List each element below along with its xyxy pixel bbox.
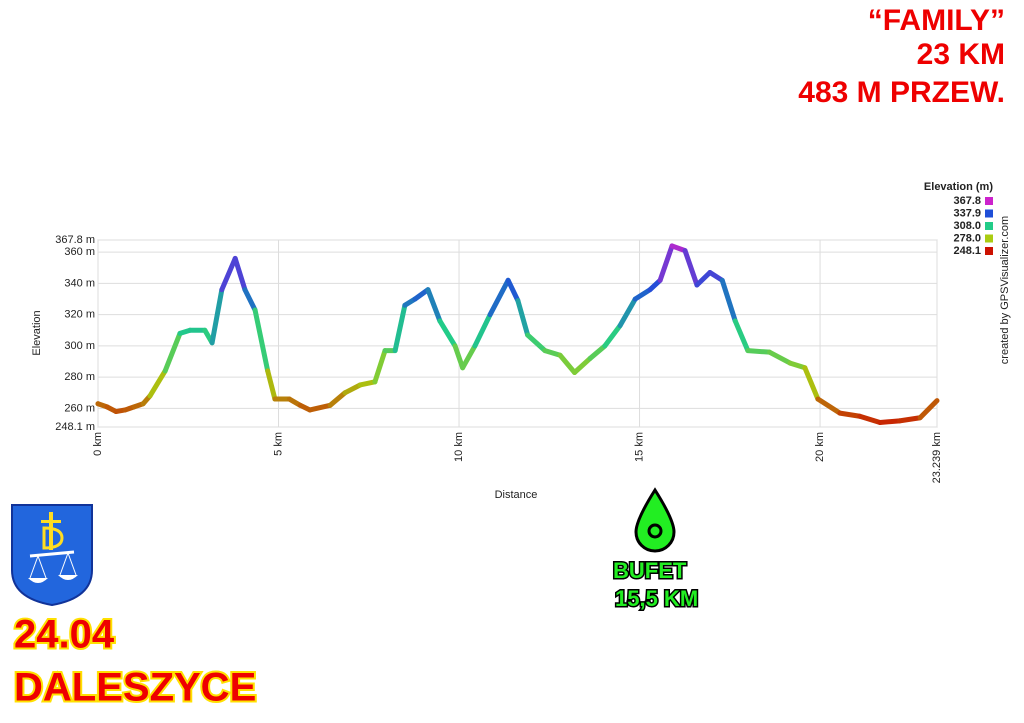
profile-segment	[694, 269, 713, 288]
profile-segment	[787, 360, 808, 371]
y-axis-label: Elevation	[31, 310, 43, 355]
header-line: 23 KM	[917, 38, 1005, 71]
profile-segment	[437, 318, 458, 349]
profile-segment	[682, 248, 700, 288]
legend-swatch	[985, 222, 993, 230]
profile-segment	[802, 365, 821, 402]
profile-segment	[487, 277, 511, 318]
profile-segment	[357, 379, 378, 388]
profile-segment	[877, 418, 902, 425]
y-tick-label: 340 m	[64, 277, 95, 289]
y-tick-label: 280 m	[64, 371, 95, 383]
profile-segment	[617, 296, 638, 329]
profile-segment	[896, 415, 923, 424]
event-date: 24.04	[14, 613, 115, 657]
header-line: “FAMILY”	[868, 4, 1005, 37]
profile-segment	[342, 382, 363, 396]
profile-segment	[745, 348, 773, 355]
legend-label: 367.8	[953, 195, 981, 207]
profile-segment	[857, 413, 883, 425]
aid-distance: 15,5 KM	[615, 586, 698, 611]
x-tick-label: 20 km	[814, 432, 826, 462]
profile-segment	[572, 355, 593, 375]
profile-segment	[587, 343, 608, 361]
event-place: DALESZYCE	[14, 666, 256, 710]
y-tick-label: 367.8 m	[55, 234, 95, 246]
legend-label: 308.0	[953, 220, 981, 232]
profile-segment	[505, 277, 521, 304]
legend-title: Elevation (m)	[924, 181, 993, 193]
profile-segment	[147, 368, 168, 399]
profile-segment	[392, 302, 408, 354]
legend-swatch	[985, 234, 993, 243]
profile-segment	[219, 255, 238, 293]
profile-segment	[412, 287, 431, 302]
y-tick-label: 320 m	[64, 309, 95, 321]
profile-segment	[767, 349, 793, 366]
y-tick-label: 360 m	[64, 246, 95, 258]
y-tick-label: 300 m	[64, 340, 95, 352]
credit: created by GPSVisualizer.com	[999, 216, 1011, 364]
profile-segment	[425, 287, 443, 324]
profile-segment	[232, 255, 248, 293]
profile-segment	[602, 323, 623, 349]
profile-segment	[657, 243, 675, 283]
profile-segment	[732, 318, 751, 354]
legend-swatch	[985, 209, 993, 218]
profile-segment	[837, 410, 863, 419]
profile-segment	[542, 348, 563, 358]
legend-label: 248.1	[953, 245, 981, 257]
profile-segment	[372, 348, 388, 385]
profile-segment	[632, 287, 653, 302]
profile-segment	[472, 312, 493, 349]
profile-segment	[515, 298, 531, 338]
y-tick-label: 248.1 m	[55, 421, 95, 433]
profile-segment	[452, 343, 466, 371]
x-tick-label: 0 km	[92, 432, 104, 456]
profile-segment	[525, 332, 548, 354]
profile-segment	[815, 396, 843, 416]
legend-swatch	[985, 247, 993, 255]
x-tick-label: 15 km	[633, 432, 645, 462]
legend-swatch	[985, 197, 993, 205]
x-axis-label: Distance	[495, 489, 538, 501]
profile-segment	[242, 287, 258, 313]
profile-segment	[307, 402, 333, 413]
profile-segment	[917, 398, 940, 421]
aid-icon	[634, 487, 676, 553]
legend-label: 337.9	[953, 207, 981, 219]
profile-segment	[252, 307, 271, 374]
legend-label: 278.0	[953, 232, 981, 244]
profile-segment	[209, 287, 225, 346]
profile-segment	[162, 330, 183, 374]
profile-segment	[719, 277, 738, 324]
emblem	[11, 504, 93, 607]
aid-label: BUFET	[613, 558, 687, 583]
x-tick-label: 10 km	[453, 432, 465, 462]
header-line: 483 M PRZEW.	[798, 76, 1005, 109]
y-tick-label: 260 m	[64, 402, 95, 414]
profile-segment	[460, 343, 478, 371]
profile-segment	[265, 368, 278, 402]
profile-segment	[557, 352, 578, 375]
x-tick-label: 5 km	[272, 432, 284, 456]
x-tick-label: 23.239 km	[931, 432, 943, 483]
profile-segment	[327, 390, 348, 408]
